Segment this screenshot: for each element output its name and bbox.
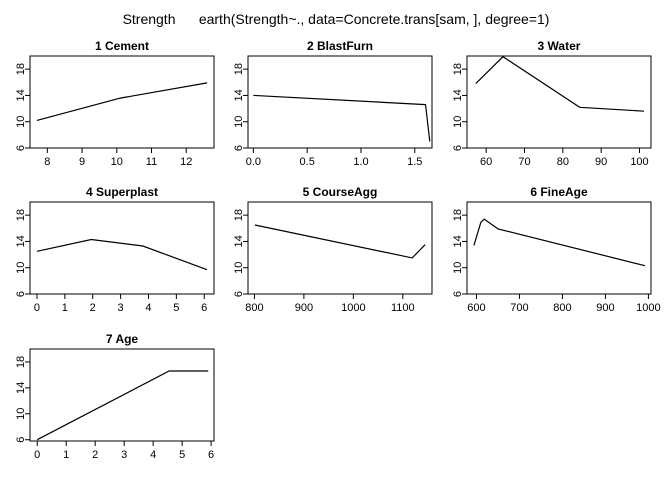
x-tick-label: 1000: [341, 302, 365, 314]
y-tick-label: 6: [452, 291, 464, 297]
x-tick-label: 6: [201, 302, 207, 314]
y-tick-label: 10: [452, 116, 464, 128]
x-tick-label: 1: [63, 449, 69, 461]
y-tick-label: 18: [15, 63, 27, 75]
x-tick-label: 60: [480, 156, 492, 168]
x-tick-label: 1.0: [353, 156, 368, 168]
y-tick-label: 18: [233, 63, 245, 75]
x-tick-label: 900: [295, 302, 313, 314]
y-tick-label: 6: [15, 437, 27, 443]
plot-frame: [29, 348, 215, 442]
series-line: [475, 55, 645, 112]
panel-2: 2 BlastFurn 0.0 0.5 1.0 1.5 6 10 14 18: [233, 39, 433, 168]
plot-frame: [29, 55, 215, 149]
plot-frame: [29, 201, 215, 295]
y-tick-label: 18: [452, 63, 464, 75]
y-tick-label: 14: [452, 235, 464, 247]
panel-4: 4 Superplast 0 1 2 3 4 5 6 6 10 14 18: [15, 185, 215, 314]
x-tick-label: 80: [557, 156, 569, 168]
plot-frame: [466, 201, 652, 295]
y-tick-label: 10: [15, 262, 27, 274]
x-tick-label: 5: [173, 302, 179, 314]
panel-title: 3 Water: [538, 39, 581, 53]
x-tick-label: 3: [118, 302, 124, 314]
x-tick-label: 0.0: [246, 156, 261, 168]
panel-1: 1 Cement 8 9 10 11 12 6 10 14 18: [15, 39, 215, 168]
panel-6: 6 FineAge 600 700 800 900 1000 6 10 14 18: [452, 185, 661, 314]
y-tick-label: 14: [15, 382, 27, 394]
y-tick-label: 14: [233, 89, 245, 101]
panel-3: 3 Water 60 70 80 90 100 6 10 14 18: [452, 39, 652, 168]
panel-title: 7 Age: [106, 332, 139, 346]
x-tick-label: 12: [180, 156, 192, 168]
y-tick-label: 6: [233, 291, 245, 297]
x-tick-label: 9: [79, 156, 85, 168]
figure-title: Strength earth(Strength~., data=Concrete…: [123, 11, 550, 27]
y-tick-label: 10: [233, 262, 245, 274]
x-tick-label: 2: [92, 449, 98, 461]
y-tick-label: 14: [15, 235, 27, 247]
x-tick-label: 70: [518, 156, 530, 168]
y-tick-label: 6: [15, 145, 27, 151]
y-tick-label: 10: [15, 408, 27, 420]
y-tick-label: 6: [452, 145, 464, 151]
x-tick-label: 4: [145, 302, 151, 314]
panel-title: 4 Superplast: [86, 185, 158, 199]
y-tick-label: 10: [233, 116, 245, 128]
panel-title: 2 BlastFurn: [307, 39, 373, 53]
x-tick-label: 100: [630, 156, 648, 168]
x-tick-label: 700: [510, 302, 528, 314]
series-line: [473, 218, 646, 267]
series-line: [36, 82, 208, 121]
x-tick-label: 4: [150, 449, 156, 461]
y-tick-label: 14: [15, 89, 27, 101]
y-tick-label: 6: [233, 145, 245, 151]
panel-5: 5 CourseAgg 800 900 1000 1100 6 10 14 18: [233, 185, 433, 314]
plot-frame: [247, 201, 433, 295]
y-tick-label: 18: [15, 209, 27, 221]
panel-title: 6 FineAge: [530, 185, 588, 199]
y-tick-label: 14: [452, 89, 464, 101]
x-tick-label: 600: [467, 302, 485, 314]
panel-title: 1 Cement: [95, 39, 149, 53]
panel-7: 7 Age 0 1 2 3 4 5 6 6 10 14 18: [15, 332, 215, 461]
x-tick-label: 1000: [636, 302, 660, 314]
y-tick-label: 10: [15, 116, 27, 128]
panel-title: 5 CourseAgg: [303, 185, 378, 199]
x-tick-label: 8: [44, 156, 50, 168]
y-tick-label: 18: [452, 209, 464, 221]
x-tick-label: 10: [111, 156, 123, 168]
x-tick-label: 5: [179, 449, 185, 461]
x-tick-label: 0: [34, 302, 40, 314]
x-tick-label: 6: [208, 449, 214, 461]
x-tick-label: 800: [553, 302, 571, 314]
x-tick-label: 1: [62, 302, 68, 314]
x-tick-label: 1100: [391, 302, 415, 314]
series-line: [254, 224, 426, 259]
x-tick-label: 900: [596, 302, 614, 314]
x-tick-label: 0.5: [300, 156, 315, 168]
y-tick-label: 14: [233, 235, 245, 247]
plot-frame: [466, 55, 652, 149]
x-tick-label: 11: [146, 156, 157, 168]
y-tick-label: 6: [15, 291, 27, 297]
y-tick-label: 18: [15, 356, 27, 368]
x-tick-label: 3: [121, 449, 127, 461]
x-tick-label: 0: [34, 449, 40, 461]
series-line: [36, 238, 208, 271]
x-tick-label: 90: [595, 156, 607, 168]
x-tick-label: 800: [245, 302, 263, 314]
plot-frame: [247, 55, 433, 149]
series-line: [253, 94, 431, 142]
x-tick-label: 1.5: [407, 156, 422, 168]
series-line: [36, 370, 209, 441]
y-tick-label: 18: [233, 209, 245, 221]
y-tick-label: 10: [452, 262, 464, 274]
x-tick-label: 2: [90, 302, 96, 314]
